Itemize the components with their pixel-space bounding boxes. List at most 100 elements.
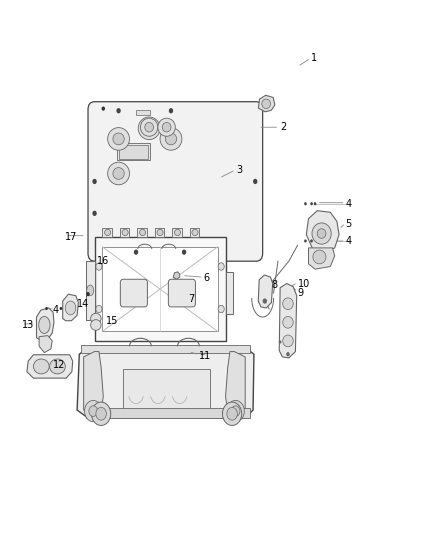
Text: 6: 6: [204, 273, 210, 283]
Circle shape: [182, 249, 186, 255]
Bar: [117, 143, 150, 160]
Circle shape: [314, 202, 316, 205]
Ellipse shape: [227, 400, 244, 422]
Ellipse shape: [141, 118, 158, 136]
Ellipse shape: [145, 123, 153, 132]
Ellipse shape: [283, 335, 293, 347]
Circle shape: [134, 249, 138, 255]
Polygon shape: [226, 352, 245, 418]
Ellipse shape: [283, 298, 293, 310]
Bar: [86, 408, 250, 418]
Text: 15: 15: [106, 316, 118, 326]
Bar: [120, 146, 148, 159]
Polygon shape: [77, 346, 254, 418]
Text: 3: 3: [237, 165, 243, 175]
Ellipse shape: [92, 402, 111, 425]
Text: 10: 10: [297, 279, 310, 288]
Ellipse shape: [312, 223, 331, 244]
Polygon shape: [258, 95, 275, 112]
Circle shape: [92, 211, 97, 216]
Ellipse shape: [192, 229, 198, 236]
Circle shape: [304, 202, 307, 205]
Circle shape: [304, 239, 307, 243]
Ellipse shape: [33, 359, 49, 374]
Bar: [136, 110, 150, 115]
Circle shape: [263, 298, 267, 304]
Ellipse shape: [108, 162, 130, 185]
Circle shape: [60, 307, 62, 310]
Ellipse shape: [65, 301, 76, 315]
Polygon shape: [63, 294, 78, 321]
Circle shape: [286, 352, 290, 357]
Ellipse shape: [49, 359, 65, 374]
Ellipse shape: [231, 406, 240, 416]
Ellipse shape: [283, 317, 293, 328]
Polygon shape: [226, 272, 233, 314]
Ellipse shape: [108, 127, 130, 150]
Text: 17: 17: [65, 232, 78, 242]
Circle shape: [310, 202, 313, 205]
Text: 11: 11: [199, 351, 212, 361]
Ellipse shape: [85, 400, 102, 422]
Ellipse shape: [157, 229, 163, 236]
Ellipse shape: [162, 123, 171, 132]
Ellipse shape: [96, 407, 106, 420]
Ellipse shape: [113, 133, 124, 145]
Ellipse shape: [96, 263, 102, 270]
Ellipse shape: [165, 133, 177, 145]
Ellipse shape: [218, 263, 224, 270]
Text: 16: 16: [97, 256, 109, 266]
Ellipse shape: [105, 229, 111, 236]
Bar: [81, 345, 250, 353]
Circle shape: [310, 239, 313, 243]
Bar: [190, 228, 199, 237]
Ellipse shape: [39, 317, 50, 334]
Text: 14: 14: [77, 298, 89, 309]
Ellipse shape: [144, 123, 155, 134]
Ellipse shape: [91, 320, 101, 330]
Ellipse shape: [174, 229, 180, 236]
Ellipse shape: [160, 127, 182, 150]
Bar: [120, 228, 130, 237]
Ellipse shape: [89, 406, 98, 416]
Circle shape: [86, 292, 90, 296]
Ellipse shape: [262, 99, 271, 109]
Circle shape: [253, 179, 258, 184]
Ellipse shape: [223, 402, 242, 425]
Polygon shape: [308, 248, 335, 269]
Bar: [138, 228, 147, 237]
FancyBboxPatch shape: [168, 279, 195, 307]
Circle shape: [45, 307, 48, 310]
Text: 1: 1: [311, 53, 317, 63]
Bar: [95, 237, 226, 341]
Circle shape: [102, 107, 105, 111]
Ellipse shape: [313, 250, 326, 264]
Text: 7: 7: [188, 294, 194, 304]
Ellipse shape: [91, 313, 101, 324]
Polygon shape: [36, 308, 54, 341]
Ellipse shape: [96, 305, 102, 313]
Ellipse shape: [87, 285, 94, 296]
Text: 8: 8: [272, 280, 278, 290]
Ellipse shape: [113, 167, 124, 179]
Polygon shape: [86, 261, 95, 320]
Polygon shape: [27, 355, 73, 378]
Ellipse shape: [140, 229, 146, 236]
Polygon shape: [279, 284, 297, 358]
Polygon shape: [173, 272, 180, 279]
Ellipse shape: [218, 305, 224, 313]
Polygon shape: [258, 275, 273, 308]
Circle shape: [117, 108, 121, 114]
Bar: [123, 369, 210, 414]
Bar: [155, 228, 164, 237]
Text: 5: 5: [346, 219, 352, 229]
Polygon shape: [39, 336, 52, 353]
Ellipse shape: [138, 117, 160, 140]
Text: 2: 2: [280, 122, 286, 132]
Ellipse shape: [227, 407, 237, 420]
Text: 12: 12: [53, 360, 65, 370]
Text: 13: 13: [21, 320, 34, 330]
Polygon shape: [84, 352, 103, 418]
Bar: [102, 228, 112, 237]
Circle shape: [279, 341, 282, 344]
